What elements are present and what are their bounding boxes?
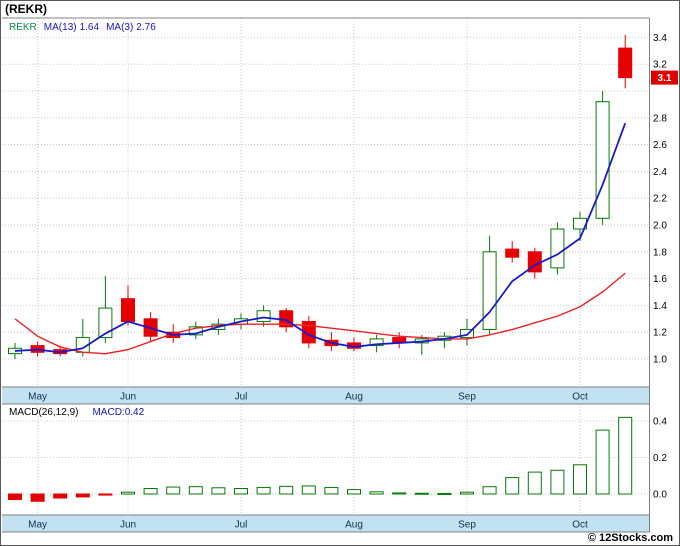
- ma3-value: 2.76: [136, 22, 156, 33]
- svg-text:Jun: Jun: [120, 520, 136, 531]
- panel-borders: [2, 17, 650, 533]
- price-legend: REKR MA(13) 1.64 MA(3) 2.76: [9, 22, 156, 33]
- svg-text:0.4: 0.4: [653, 417, 667, 428]
- svg-text:3.4: 3.4: [653, 33, 667, 44]
- month-axis: May May Jun Jun Jul Jul Aug Aug Sep Sep Oct Oct: [28, 392, 588, 531]
- ma13-line: [14, 272, 626, 355]
- ma13-legend: MA(13) 1.64: [43, 22, 100, 33]
- svg-text:Jun: Jun: [120, 392, 136, 403]
- svg-text:Jul: Jul: [235, 520, 248, 531]
- macd-axis: 0.0 0.2 0.4: [653, 417, 667, 501]
- svg-text:2.8: 2.8: [653, 113, 667, 124]
- candlestick-series: [8, 34, 633, 359]
- watermark-link[interactable]: © 12Stocks.com: [587, 532, 673, 544]
- macd-params-label: MACD(26,12,9): [9, 407, 79, 418]
- svg-text:Sep: Sep: [458, 520, 476, 531]
- macd-histogram: [8, 416, 633, 502]
- ma3-legend: MA(3) 2.76: [106, 22, 156, 33]
- last-price-tag: 3.1: [651, 70, 678, 85]
- macd-legend: MACD(26,12,9) MACD:0.42: [9, 407, 144, 418]
- macd-value-label: MACD:0.42: [92, 407, 145, 418]
- svg-text:1.4: 1.4: [653, 301, 667, 312]
- ma3-line: [14, 122, 627, 354]
- gridlines: [2, 18, 649, 515]
- ma13-value: 1.64: [79, 22, 100, 33]
- svg-text:Jul: Jul: [235, 392, 248, 403]
- svg-text:2.4: 2.4: [653, 167, 667, 178]
- svg-text:Sep: Sep: [458, 392, 476, 403]
- svg-text:1.0: 1.0: [653, 355, 667, 366]
- svg-text:1.2: 1.2: [653, 328, 667, 339]
- svg-text:3.2: 3.2: [653, 60, 667, 71]
- symbol-label: REKR: [9, 22, 37, 33]
- price-axis: 1.0 1.2 1.4 1.6 1.8 2.0 2.2 2.4 2.6 2.8 3.2 3.4: [653, 33, 667, 366]
- svg-text:May: May: [28, 520, 47, 531]
- svg-text:1.8: 1.8: [653, 247, 667, 258]
- svg-text:0.0: 0.0: [653, 490, 667, 501]
- svg-text:Oct: Oct: [572, 520, 588, 531]
- month-bands: [2, 387, 649, 532]
- svg-text:May: May: [28, 392, 47, 403]
- svg-text:2.0: 2.0: [653, 221, 667, 232]
- svg-text:Oct: Oct: [572, 392, 588, 403]
- svg-text:3.1: 3.1: [658, 73, 672, 84]
- svg-text:2.6: 2.6: [653, 140, 667, 151]
- svg-text:1.6: 1.6: [653, 274, 667, 285]
- svg-text:0.2: 0.2: [653, 453, 667, 464]
- svg-text:Aug: Aug: [345, 392, 363, 403]
- svg-text:2.2: 2.2: [653, 194, 667, 205]
- svg-text:Aug: Aug: [345, 520, 363, 531]
- page-title: (REKR): [5, 2, 47, 16]
